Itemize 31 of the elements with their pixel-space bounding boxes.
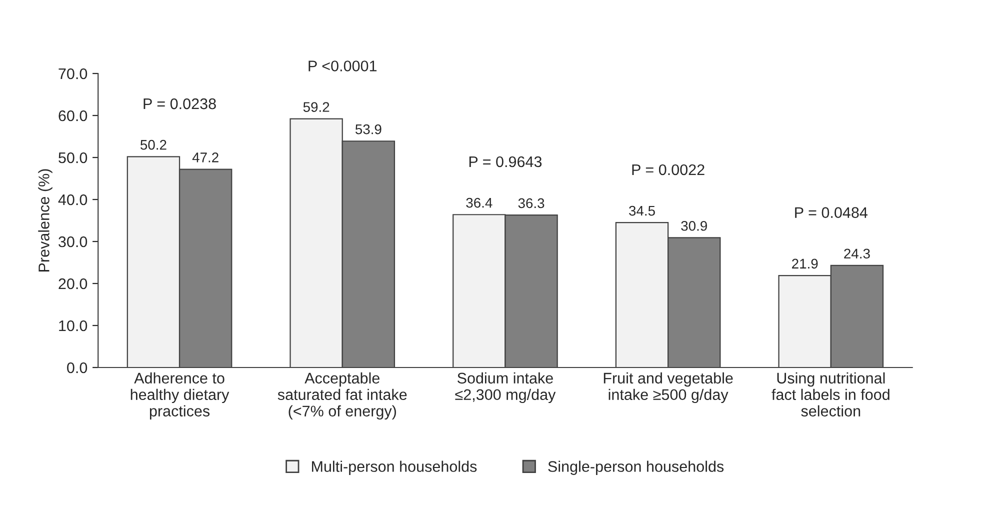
data-label: 59.2 — [303, 102, 330, 112]
data-label: 21.9 — [792, 258, 818, 269]
data-label: 50.2 — [140, 140, 166, 150]
annotation: P = 0.0484 — [795, 207, 868, 218]
x-tick-label: Acceptable saturated fat intake (<7% of energy) — [278, 372, 407, 420]
data-label: 36.4 — [466, 198, 492, 208]
x-tick-label: Adherence to healthy dietary practices — [130, 372, 230, 420]
legend-label: Single-person households — [548, 460, 724, 475]
x-tick-label: Sodium intake ≤2,300 mg/day — [455, 372, 556, 404]
y-tick-label: 30.0 — [58, 236, 88, 248]
y-tick-label: 40.0 — [58, 194, 88, 206]
data-label: 24.3 — [844, 248, 870, 259]
data-label: 53.9 — [355, 124, 382, 134]
y-tick-label: 60.0 — [58, 110, 88, 122]
legend-label: Multi-person households — [312, 460, 477, 475]
data-label: 36.3 — [518, 198, 544, 208]
data-label: 47.2 — [192, 152, 218, 162]
y-tick-label: 10.0 — [59, 320, 88, 332]
y-tick-label: 70.0 — [58, 68, 88, 80]
y-tick-label: 20.0 — [58, 278, 88, 290]
y-tick-label: 0.0 — [67, 362, 88, 374]
annotation: P = 0.0238 — [144, 98, 216, 110]
data-label: 30.9 — [681, 220, 707, 231]
annotation: P = 0.9643 — [469, 156, 542, 168]
annotation: P = 0.0022 — [632, 164, 704, 176]
text: P <0.0001 — [308, 60, 377, 72]
x-tick-label: Using nutritional fact labels in food selection — [772, 372, 890, 416]
x-tick-label: Fruit and vegetable intake ≥500 g/day — [604, 372, 733, 404]
y-tick-label: 50.0 — [58, 152, 88, 164]
y-axis-title: Prevalence (%) — [38, 169, 52, 272]
data-label: 34.5 — [629, 206, 655, 216]
